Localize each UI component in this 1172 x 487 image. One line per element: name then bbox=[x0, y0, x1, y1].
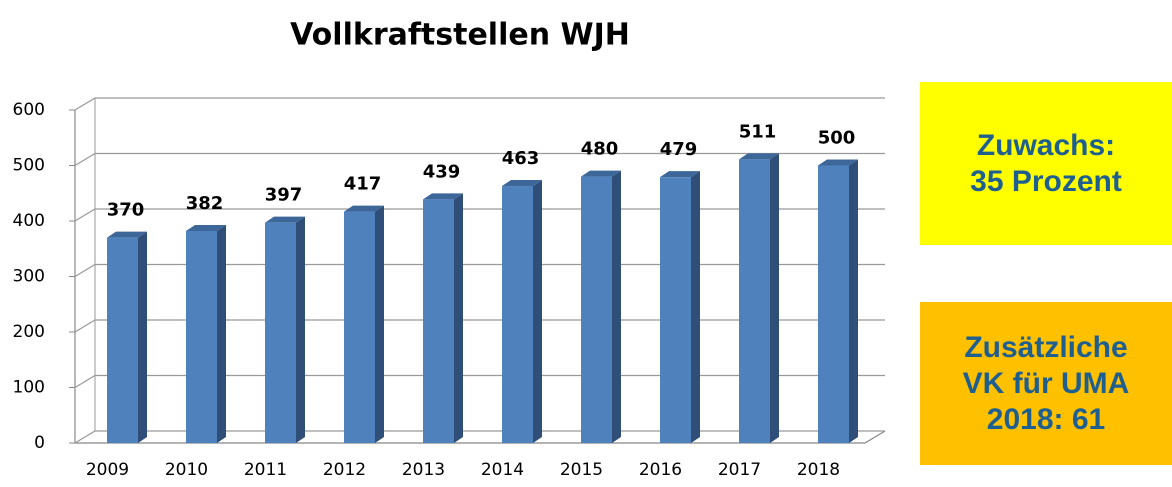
annotation-line: Zusätzliche bbox=[964, 330, 1128, 364]
annotation-box: Zusätzliche VK für UMA 2018: 61 bbox=[920, 302, 1172, 465]
x-tick-label: 2017 bbox=[718, 460, 761, 480]
bar-side bbox=[691, 171, 700, 443]
bar-top bbox=[107, 231, 147, 238]
grid-line bbox=[74, 97, 885, 111]
bar bbox=[423, 199, 454, 443]
x-tick-label: 2016 bbox=[639, 460, 682, 480]
annotation-line: 35 Prozent bbox=[970, 164, 1122, 198]
bar-top bbox=[344, 205, 384, 212]
bar-top bbox=[739, 153, 779, 160]
bar bbox=[186, 230, 217, 443]
bar-side bbox=[296, 216, 305, 443]
y-tick-label: 0 bbox=[34, 433, 45, 453]
bar-top bbox=[660, 171, 700, 178]
bar-side bbox=[770, 153, 779, 443]
bar-top bbox=[502, 180, 542, 187]
bar-side bbox=[375, 205, 384, 443]
bar-3d bbox=[818, 159, 858, 443]
data-label: 479 bbox=[660, 139, 698, 160]
annotation-box: Zuwachs: 35 Prozent bbox=[920, 82, 1172, 245]
bar-side bbox=[533, 180, 542, 443]
bar bbox=[265, 222, 296, 443]
x-tick-label: 2010 bbox=[165, 460, 208, 480]
bar-3d bbox=[344, 205, 384, 443]
bar-top bbox=[186, 224, 226, 231]
y-tick-label: 300 bbox=[13, 267, 45, 287]
x-tick-label: 2018 bbox=[797, 460, 840, 480]
x-tick-label: 2012 bbox=[323, 460, 366, 480]
data-label: 511 bbox=[739, 121, 777, 142]
data-label: 463 bbox=[502, 148, 540, 169]
bar-side bbox=[217, 224, 226, 443]
x-tick-label: 2009 bbox=[86, 460, 129, 480]
bar-3d bbox=[502, 180, 542, 443]
bar-3d bbox=[107, 231, 147, 443]
bar bbox=[581, 176, 612, 443]
data-label: 397 bbox=[265, 185, 303, 206]
bar bbox=[660, 177, 691, 443]
bar-3d bbox=[423, 193, 463, 443]
bar-top bbox=[818, 159, 858, 166]
data-label: 417 bbox=[344, 174, 382, 195]
x-tick-label: 2011 bbox=[244, 460, 287, 480]
y-tick-label: 600 bbox=[13, 100, 45, 120]
bar-top bbox=[265, 216, 305, 223]
bar-3d bbox=[660, 171, 700, 443]
bar bbox=[739, 159, 770, 443]
bar-3d bbox=[186, 224, 226, 443]
bar-3d bbox=[581, 170, 621, 443]
bar-3d bbox=[265, 216, 305, 443]
data-label: 500 bbox=[818, 128, 856, 149]
y-tick-label: 500 bbox=[13, 156, 45, 176]
bar-side bbox=[849, 159, 858, 443]
x-tick-label: 2015 bbox=[560, 460, 603, 480]
annotation-line: VK für UMA bbox=[962, 366, 1130, 400]
x-tick-label: 2014 bbox=[481, 460, 524, 480]
y-tick-label: 200 bbox=[13, 322, 45, 342]
bar-3d bbox=[739, 153, 779, 443]
bar-side bbox=[612, 170, 621, 443]
bar-top bbox=[581, 170, 621, 177]
y-tick-label: 400 bbox=[13, 211, 45, 231]
annotation-line: 2018: 61 bbox=[986, 402, 1106, 436]
data-label: 370 bbox=[107, 200, 145, 221]
chart: Vollkraftstellen WJH 0 100 200 300 400 500 600… bbox=[13, 18, 886, 480]
bar-side bbox=[454, 193, 463, 443]
bar bbox=[344, 211, 375, 443]
chart-title: Vollkraftstellen WJH bbox=[290, 18, 630, 53]
bar-side bbox=[138, 231, 147, 443]
x-tick-label: 2013 bbox=[402, 460, 445, 480]
bar bbox=[502, 186, 533, 443]
data-label: 480 bbox=[581, 139, 619, 160]
y-tick-label: 100 bbox=[13, 378, 45, 398]
data-label: 439 bbox=[423, 161, 461, 182]
bar bbox=[107, 237, 138, 443]
annotation-line: Zuwachs: bbox=[976, 128, 1116, 162]
bar-top bbox=[423, 193, 463, 200]
bar bbox=[818, 165, 849, 443]
data-label: 382 bbox=[186, 193, 224, 214]
